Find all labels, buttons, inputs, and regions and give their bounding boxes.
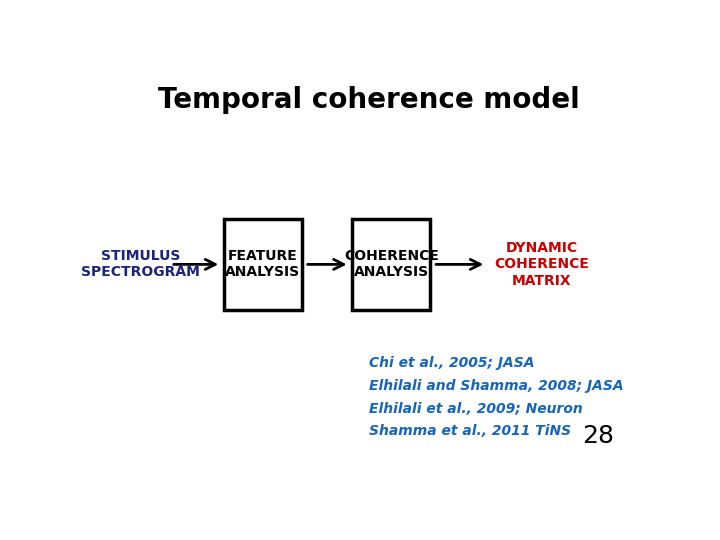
- Text: COHERENCE
ANALYSIS: COHERENCE ANALYSIS: [344, 249, 438, 280]
- Text: 28: 28: [582, 424, 615, 448]
- Text: Elhilali et al., 2009; Neuron: Elhilali et al., 2009; Neuron: [369, 402, 582, 416]
- Text: Elhilali and Shamma, 2008; JASA: Elhilali and Shamma, 2008; JASA: [369, 379, 624, 393]
- FancyBboxPatch shape: [352, 219, 431, 310]
- Text: Shamma et al., 2011 TiNS: Shamma et al., 2011 TiNS: [369, 424, 571, 438]
- Text: FEATURE
ANALYSIS: FEATURE ANALYSIS: [225, 249, 300, 280]
- Text: Temporal coherence model: Temporal coherence model: [158, 85, 580, 113]
- Text: STIMULUS
SPECTROGRAM: STIMULUS SPECTROGRAM: [81, 249, 199, 280]
- FancyBboxPatch shape: [224, 219, 302, 310]
- Text: Chi et al., 2005; JASA: Chi et al., 2005; JASA: [369, 356, 534, 370]
- Text: DYNAMIC
COHERENCE
MATRIX: DYNAMIC COHERENCE MATRIX: [495, 241, 590, 288]
